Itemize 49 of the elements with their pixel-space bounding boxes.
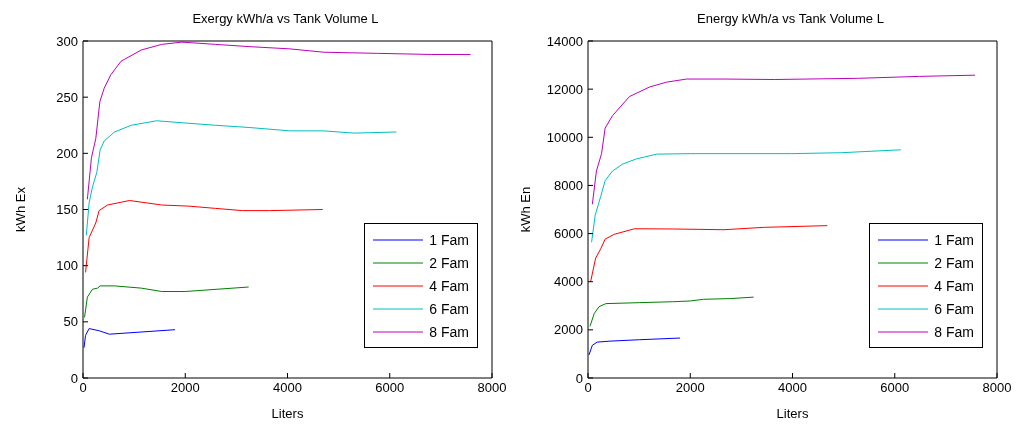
x-axis-title: Liters <box>776 406 809 421</box>
y-tick-label: 0 <box>70 370 78 386</box>
y-tick-label: 100 <box>56 258 78 274</box>
y-tick-label: 14000 <box>546 33 583 49</box>
line-series <box>84 285 250 318</box>
legend-label: 1 Fam <box>429 231 469 248</box>
y-axis-title: kWh En <box>517 186 533 233</box>
line-series <box>590 225 828 283</box>
x-tick-label: 2000 <box>170 380 200 396</box>
line-series <box>85 200 324 273</box>
legend-label: 8 Fam <box>934 323 974 340</box>
legend-label: 1 Fam <box>934 231 974 248</box>
x-tick-label: 6000 <box>880 380 910 396</box>
line-series <box>588 337 681 356</box>
legend-label: 2 Fam <box>934 254 974 271</box>
y-tick-label: 50 <box>63 314 78 330</box>
legend-label: 6 Fam <box>934 300 974 317</box>
y-tick-label: 200 <box>56 145 78 161</box>
y-tick-label: 2000 <box>554 322 583 338</box>
y-tick-label: 4000 <box>554 274 583 290</box>
line-series <box>591 149 902 243</box>
x-tick-label: 2000 <box>675 380 705 396</box>
line-series <box>591 74 976 205</box>
x-tick-label: 6000 <box>375 380 405 396</box>
y-tick-label: 0 <box>575 370 583 386</box>
legend-label: 4 Fam <box>934 277 974 294</box>
y-tick-label: 10000 <box>546 129 583 145</box>
line-series <box>85 120 397 236</box>
legend-label: 4 Fam <box>429 277 469 294</box>
x-tick-label: 8000 <box>477 380 507 396</box>
x-tick-label: 4000 <box>273 380 302 396</box>
chart-title: Exergy kWh/a vs Tank Volume L <box>191 10 380 28</box>
y-tick-label: 300 <box>56 33 78 49</box>
line-series <box>589 296 755 327</box>
x-axis-title: Liters <box>271 406 304 421</box>
legend-label: 6 Fam <box>429 300 469 317</box>
y-tick-label: 12000 <box>546 81 583 97</box>
y-tick-label: 250 <box>56 89 78 105</box>
chart-title: Energy kWh/a vs Tank Volume L <box>696 10 885 28</box>
x-tick-label: 4000 <box>778 380 807 396</box>
y-axis-title: kWh Ex <box>12 186 28 232</box>
legend-label: 2 Fam <box>429 254 469 271</box>
legend-label: 8 Fam <box>429 323 469 340</box>
x-tick-label: 8000 <box>982 380 1012 396</box>
line-series <box>83 328 176 349</box>
line-series <box>86 41 472 200</box>
y-tick-label: 6000 <box>554 226 583 242</box>
y-tick-label: 8000 <box>554 178 583 194</box>
y-tick-label: 150 <box>56 202 78 218</box>
